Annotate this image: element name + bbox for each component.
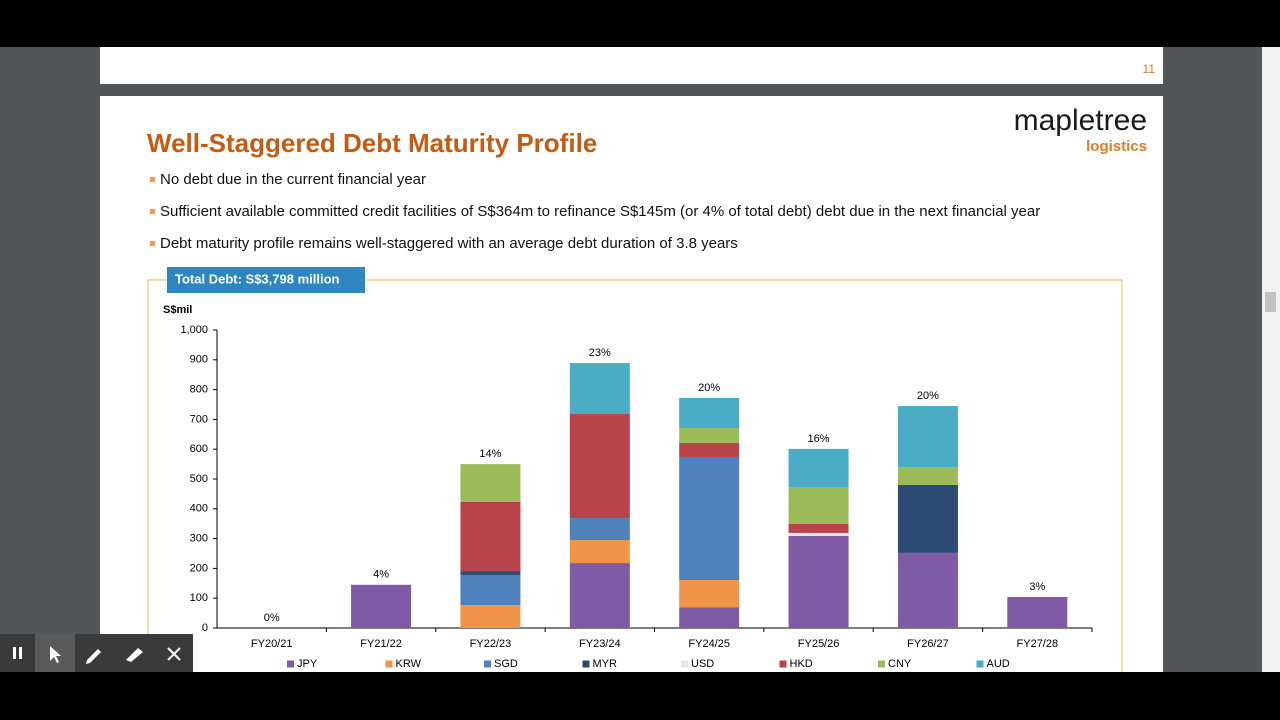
x-tick-label: FY24/25: [688, 638, 730, 650]
legend-swatch: [681, 660, 688, 668]
scrollbar[interactable]: [1262, 47, 1280, 672]
x-tick-label: FY21/22: [360, 638, 402, 650]
bar-segment: [460, 605, 521, 628]
annotation-toolbar: [0, 634, 193, 672]
previous-page: [100, 47, 1163, 84]
y-tick-label: 200: [190, 562, 208, 574]
bullet-text: Sufficient available committed credit fa…: [160, 203, 1040, 220]
bar-segment: [897, 405, 958, 468]
y-axis-label: S$mil: [163, 304, 192, 316]
legend-swatch: [878, 660, 885, 668]
bar-segment: [460, 464, 521, 502]
chart-frame: [147, 279, 1123, 672]
bullet-text: Debt maturity profile remains well-stagg…: [160, 235, 738, 252]
bar-segment: [569, 363, 630, 415]
legend-label: USD: [691, 658, 714, 670]
legend-swatch: [287, 660, 294, 668]
legend-label: SGD: [494, 658, 518, 670]
y-tick-label: 0: [202, 622, 208, 634]
bar-segment: [460, 501, 521, 572]
legend-swatch: [779, 660, 787, 668]
x-tick-label: FY25/26: [798, 638, 840, 650]
bar-segment: [897, 467, 958, 485]
bar-segment: [679, 397, 740, 429]
legend-label: AUD: [987, 658, 1010, 670]
x-tick-label: FY27/28: [1017, 638, 1059, 650]
y-tick-label: 100: [190, 592, 208, 604]
share-label: 20%: [917, 390, 939, 402]
pause-button[interactable]: [13, 647, 16, 659]
y-tick-label: 900: [190, 354, 208, 366]
close-button[interactable]: [167, 647, 181, 661]
share-label: 14%: [479, 448, 501, 460]
pen-button[interactable]: [86, 649, 101, 664]
logo-name: mapletree: [1014, 104, 1147, 137]
y-tick-label: 1,000: [180, 324, 208, 336]
legend-swatch: [582, 660, 590, 668]
pause-button-bar[interactable]: [19, 647, 22, 659]
slide-page: [100, 96, 1163, 672]
share-label: 0%: [264, 612, 280, 624]
bar-segment: [788, 532, 849, 536]
y-tick-label: 500: [190, 473, 208, 485]
bar-segment: [788, 523, 849, 533]
bar-segment: [569, 414, 630, 519]
slide-title: Well-Staggered Debt Maturity Profile: [147, 128, 597, 158]
bar-segment: [569, 540, 630, 564]
bar-segment: [1007, 597, 1068, 628]
bar-segment: [679, 607, 740, 628]
logo-division: logistics: [1086, 138, 1147, 155]
bullet-marker: [150, 209, 155, 214]
share-label: 16%: [808, 433, 830, 445]
bar-segment: [460, 574, 521, 606]
share-label: 3%: [1029, 581, 1045, 593]
page-number: 11: [1143, 62, 1156, 76]
y-tick-label: 400: [190, 503, 208, 515]
bar-segment: [569, 563, 630, 628]
share-label: 23%: [589, 347, 611, 359]
banner: [167, 267, 365, 293]
y-tick-label: 600: [190, 443, 208, 455]
legend-label: HKD: [790, 658, 813, 670]
y-tick-label: 700: [190, 413, 208, 425]
bar-segment: [788, 448, 849, 488]
x-tick-label: FY26/27: [907, 638, 949, 650]
bar-segment: [460, 571, 521, 575]
highlighter-button[interactable]: [126, 648, 143, 662]
bullet-marker: [150, 241, 155, 246]
scrollbar-thumb[interactable]: [1265, 292, 1276, 312]
bullet-marker: [150, 177, 155, 182]
bar-segment: [679, 428, 740, 443]
legend-label: JPY: [297, 658, 318, 670]
share-label: 4%: [373, 569, 389, 581]
bar-segment: [897, 552, 958, 628]
bar-segment: [679, 442, 740, 457]
bar-segment: [788, 535, 849, 628]
legend-label: CNY: [888, 658, 912, 670]
bar-segment: [351, 584, 412, 628]
legend-swatch: [484, 660, 491, 668]
banner-text: Total Debt: S$3,798 million: [175, 271, 340, 286]
bar-segment: [897, 484, 958, 553]
share-label: 20%: [698, 382, 720, 394]
x-tick-label: FY22/23: [470, 638, 512, 650]
x-tick-label: FY20/21: [251, 638, 293, 650]
pointer-button[interactable]: [50, 646, 61, 663]
bar-segment: [679, 456, 740, 581]
y-tick-label: 800: [190, 384, 208, 396]
x-tick-label: FY23/24: [579, 638, 621, 650]
legend-label: MYR: [593, 658, 618, 670]
legend-label: KRW: [396, 658, 422, 670]
bar-segment: [788, 487, 849, 524]
bullet-text: No debt due in the current financial yea…: [160, 171, 426, 188]
legend-swatch: [385, 660, 393, 668]
y-tick-label: 300: [190, 533, 208, 545]
bar-segment: [569, 518, 630, 541]
legend-swatch: [976, 660, 984, 668]
bar-segment: [679, 580, 740, 608]
